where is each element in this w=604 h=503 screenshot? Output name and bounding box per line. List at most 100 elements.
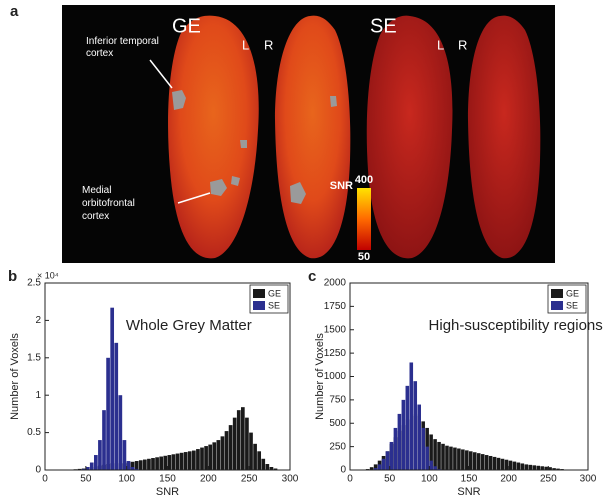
bar [516,462,521,470]
bar [94,455,98,470]
bar [134,461,139,470]
bar [393,427,398,470]
brain-se-right [468,15,541,259]
patch [210,140,247,196]
bar [183,452,188,470]
bar [192,450,196,470]
bar [245,417,249,470]
y-axis-label: Number of Voxels [9,333,21,420]
annotation-text: Inferior temporal cortex [86,36,159,59]
y-tick-label: 1500 [324,324,347,335]
x-tick-label: 250 [241,474,258,485]
y-tick-label: 0 [35,465,41,476]
y-tick-label: 0 [340,465,346,476]
bar [381,458,386,470]
bar [433,439,437,470]
y-tick-label: 1250 [324,348,347,359]
y-tick-label: 1750 [324,301,347,312]
brain-ge-right [275,15,351,259]
bar [552,468,556,470]
x-tick-label: 50 [384,474,396,485]
bar [241,407,245,470]
bar [449,446,453,470]
bar [409,362,414,470]
bar [472,452,477,470]
colorbar [357,188,371,250]
bar [528,464,533,470]
bar [151,458,155,470]
x-tick-label: 100 [118,474,135,485]
bar [224,431,229,470]
panel-a: a GE SE L R L R Inferior temporal cortex… [10,3,555,263]
bar [417,404,421,470]
side-label: L [437,37,444,52]
side-label: L [242,37,249,52]
colorbar-label: SNR [330,180,353,192]
x-tick-label: 150 [159,474,176,485]
bar [208,444,213,470]
annotation: Inferior temporal cortex [86,36,159,59]
bar [369,467,374,470]
plot-area [350,283,588,470]
bar [216,440,221,470]
bar [532,465,537,470]
bar [421,427,425,470]
legend-swatch [551,289,563,298]
bar [175,453,180,470]
bar [389,441,394,470]
bar [81,468,86,470]
bar [429,434,433,470]
x-tick-label: 50 [80,474,92,485]
bar [520,463,525,470]
y-axis-label: Number of Voxels [314,333,326,420]
y-tick-label: 2.5 [27,278,41,289]
y-tick-label: 2000 [324,278,347,289]
arrow [177,192,211,204]
bar [134,468,139,470]
bar [236,410,241,470]
x-tick-label: 200 [200,474,217,485]
group-title: GE [172,15,201,37]
bar [556,468,560,470]
annotation-text: Medial orbitofrontal cortex [82,185,135,222]
bar [200,447,204,470]
legend-label: SE [268,300,280,310]
bar [130,467,135,470]
bar [524,464,529,470]
bar [461,449,465,470]
x-axis-label: SNR [156,486,179,498]
bar [496,457,501,470]
x-tick-label: 300 [282,474,299,485]
bar [220,436,225,470]
bar [405,385,410,470]
bar [504,459,509,470]
x-tick-label: 200 [500,474,517,485]
bar [425,446,429,470]
chart-annotation: Whole Grey Matter [126,317,252,334]
colorbar-tick: 400 [355,174,373,186]
bar [480,454,485,470]
brain-se-left [366,15,453,259]
group-title: SE [370,15,397,37]
x-tick-label: 250 [540,474,557,485]
bar [469,451,473,470]
bar [377,464,382,470]
panel-label: c [308,268,316,285]
bar [261,458,266,470]
legend-swatch [551,301,563,310]
legend-swatch [253,301,265,310]
patch [290,96,337,204]
x-tick-label: 100 [421,474,438,485]
x-tick-label: 0 [42,474,48,485]
y-tick-label: 2 [35,315,41,326]
bar [106,357,110,470]
y-tick-label: 1000 [324,371,347,382]
annotation: Medial orbitofrontal cortex [82,185,135,222]
bar [401,399,406,470]
chart-annotation: High-susceptibility regions [429,317,603,334]
bar [508,460,513,470]
bar [413,381,418,470]
bar [385,451,390,470]
colorbar-tick: 50 [358,251,370,263]
bar [187,451,192,470]
